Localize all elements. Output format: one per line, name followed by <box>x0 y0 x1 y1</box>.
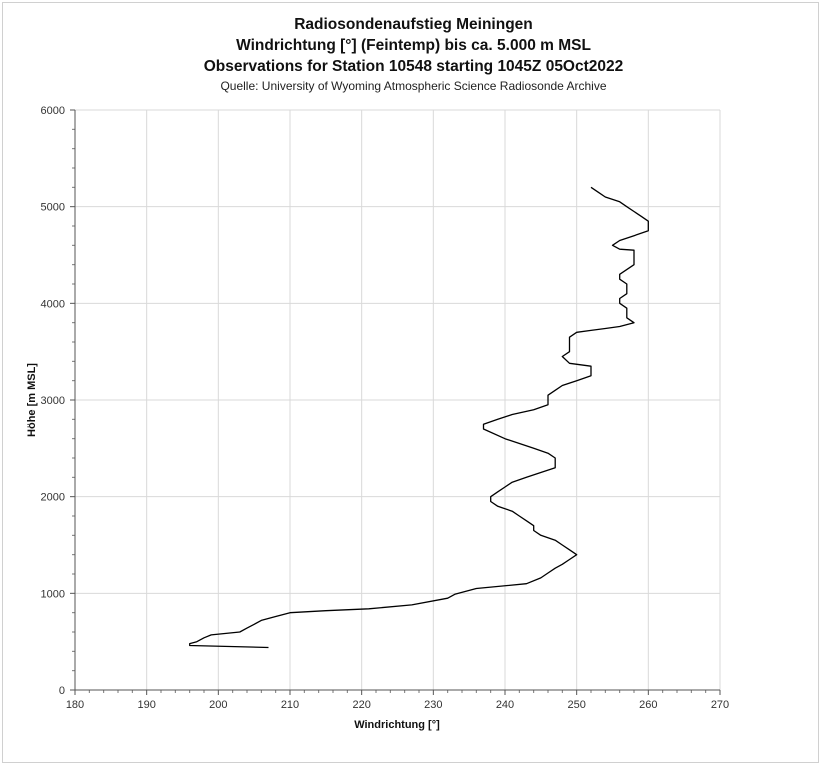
chart-subtitle-station: Observations for Station 10548 starting … <box>203 58 624 75</box>
y-tick-label: 6000 <box>41 105 65 117</box>
x-tick-labels: 180 190 200 210 220 230 240 250 260 270 <box>66 699 729 711</box>
x-tick-label: 260 <box>639 699 657 711</box>
x-tick-label: 210 <box>281 699 299 711</box>
x-tick-label: 190 <box>137 699 155 711</box>
data-series <box>189 186 649 649</box>
chart-subtitle-variable: Windrichtung [°] (Feintemp) bis ca. 5.00… <box>236 37 591 54</box>
chart-frame <box>2 2 819 763</box>
y-tick-label: 0 <box>59 685 65 697</box>
y-tick-label: 4000 <box>41 298 65 310</box>
x-tick-label: 200 <box>209 699 227 711</box>
y-tick-label: 3000 <box>41 395 65 407</box>
y-axis-title: Höhe [m MSL] <box>26 363 38 437</box>
x-tick-label: 250 <box>567 699 585 711</box>
y-tick-label: 2000 <box>41 492 65 504</box>
wind-direction-profile-line <box>189 186 649 649</box>
x-axis-title: Windrichtung [°] <box>354 719 440 731</box>
x-tick-label: 270 <box>711 699 729 711</box>
grid-lines <box>74 109 721 691</box>
y-tick-labels: 0 1000 2000 3000 4000 5000 6000 <box>41 105 65 697</box>
axes <box>70 109 721 695</box>
chart-titles: Radiosondenaufstieg Meiningen Windrichtu… <box>0 14 827 95</box>
chart-source-note: Quelle: University of Wyoming Atmospheri… <box>220 79 607 93</box>
y-tick-label: 5000 <box>41 202 65 214</box>
x-tick-label: 230 <box>424 699 442 711</box>
x-tick-label: 240 <box>496 699 514 711</box>
y-tick-label: 1000 <box>41 588 65 600</box>
x-tick-label: 180 <box>66 699 84 711</box>
x-tick-label: 220 <box>352 699 370 711</box>
chart-title: Radiosondenaufstieg Meiningen <box>294 16 533 33</box>
